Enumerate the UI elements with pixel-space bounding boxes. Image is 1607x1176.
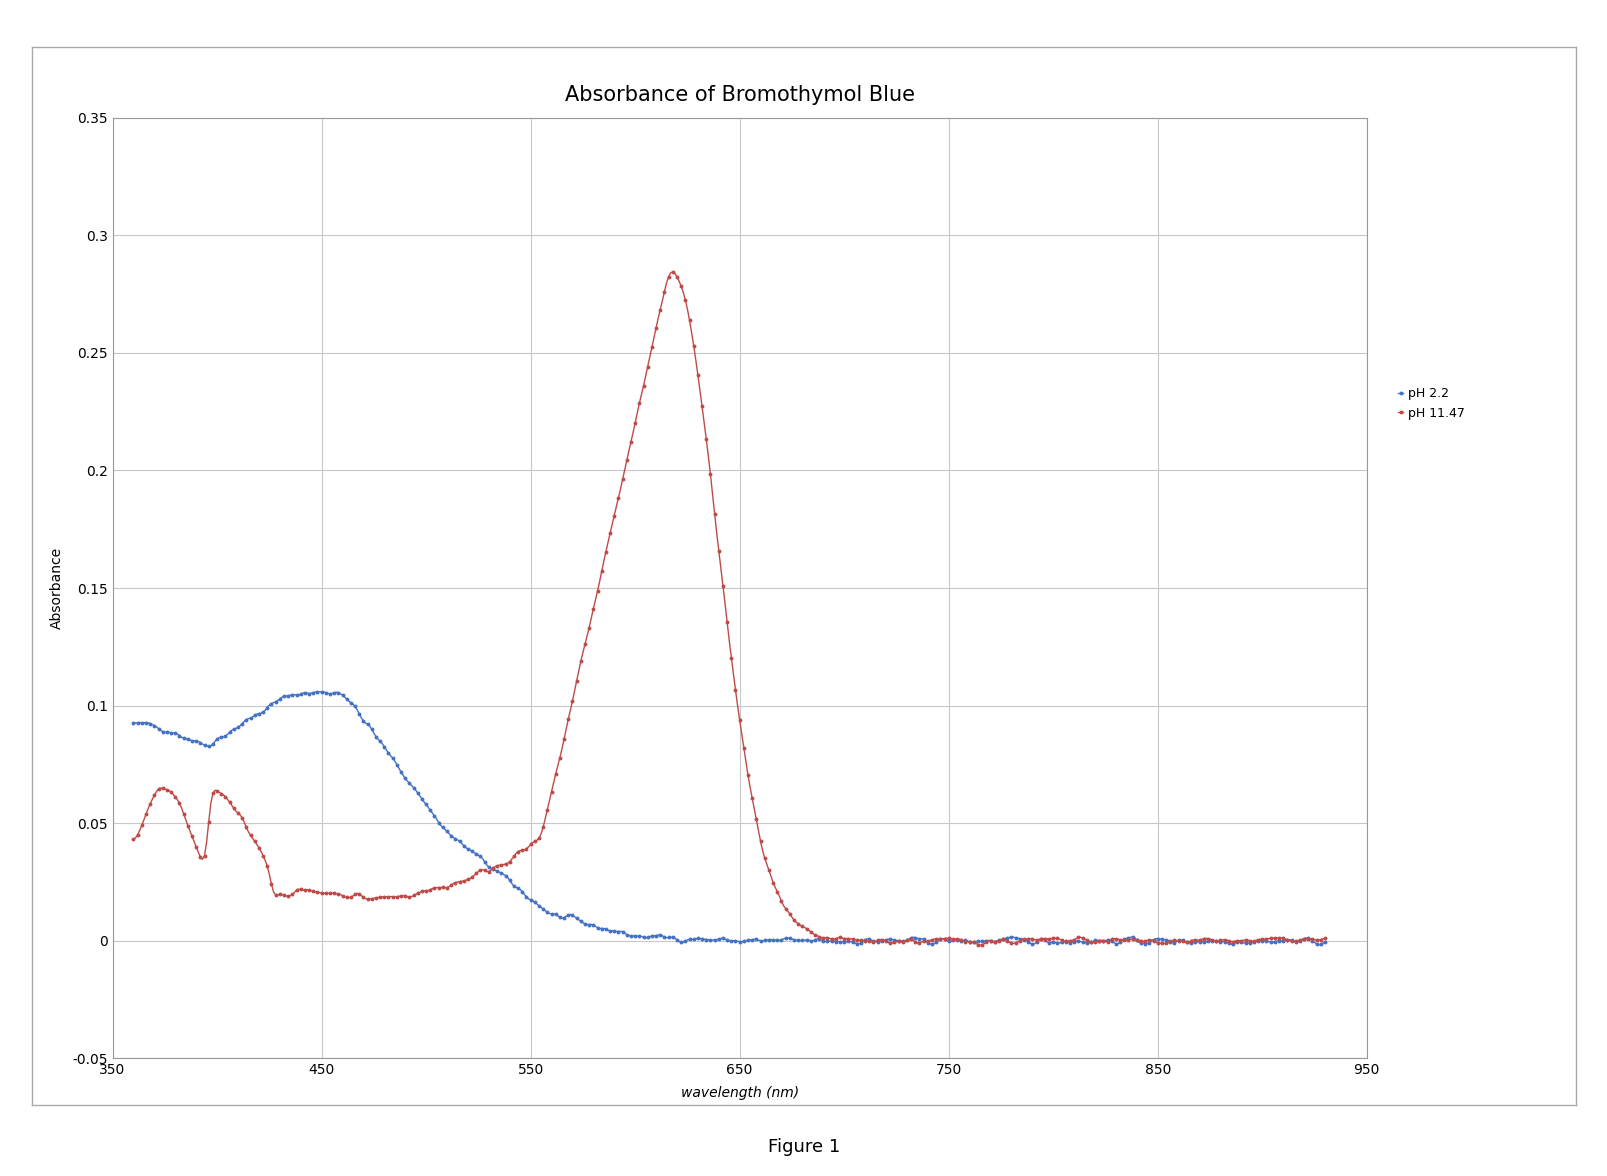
Text: Figure 1: Figure 1 — [768, 1137, 839, 1156]
pH 2.2 — [235, 714, 254, 728]
pH 11.47 — [1028, 933, 1048, 947]
pH 2.2 — [1308, 937, 1327, 951]
pH 2.2 — [680, 933, 699, 947]
pH 2.2 — [395, 771, 415, 786]
pH 2.2 — [312, 684, 331, 699]
Legend: pH 2.2, pH 11.47: pH 2.2, pH 11.47 — [1396, 387, 1464, 420]
Y-axis label: Absorbance: Absorbance — [50, 547, 64, 629]
pH 11.47 — [394, 889, 413, 903]
pH 11.47 — [124, 833, 143, 847]
Line: pH 2.2: pH 2.2 — [132, 690, 1326, 946]
pH 11.47 — [1315, 931, 1334, 946]
pH 2.2 — [1315, 935, 1334, 949]
pH 11.47 — [971, 938, 990, 953]
pH 11.47 — [370, 890, 389, 904]
pH 2.2 — [124, 716, 143, 730]
pH 2.2 — [373, 736, 392, 750]
pH 11.47 — [662, 265, 681, 279]
pH 11.47 — [235, 815, 254, 829]
pH 11.47 — [680, 313, 699, 327]
pH 2.2 — [453, 838, 472, 853]
Line: pH 11.47: pH 11.47 — [132, 270, 1326, 947]
pH 2.2 — [1027, 935, 1046, 949]
Title: Absorbance of Bromothymol Blue: Absorbance of Bromothymol Blue — [564, 85, 914, 105]
pH 11.47 — [452, 874, 471, 888]
X-axis label: wavelength (nm): wavelength (nm) — [680, 1085, 799, 1100]
